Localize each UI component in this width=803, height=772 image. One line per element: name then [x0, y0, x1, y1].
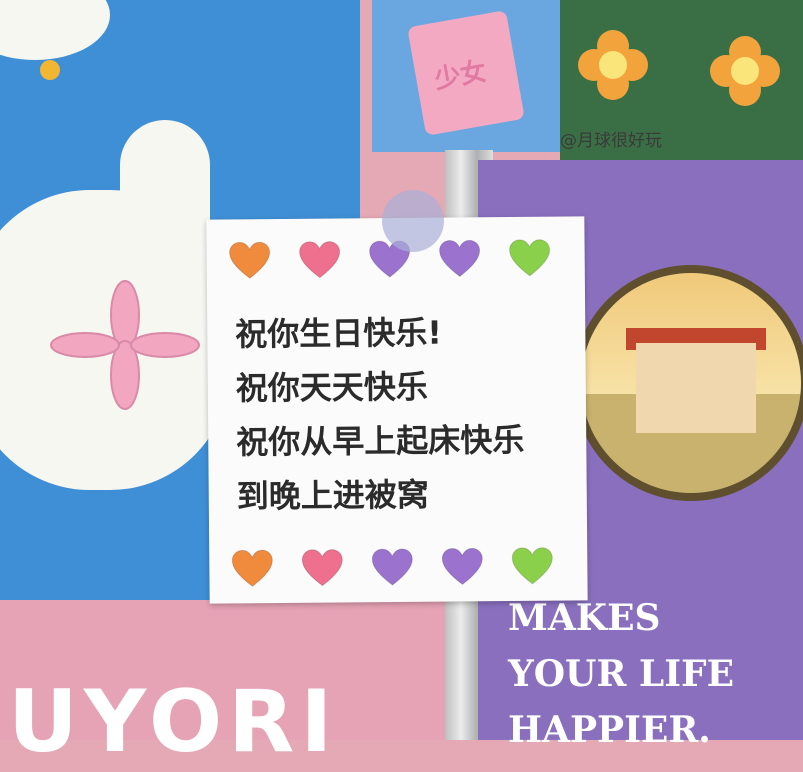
- bunny-head-shape: [0, 0, 110, 60]
- note-line-2: 祝你天天快乐: [235, 367, 428, 408]
- landscape-scene-image: [573, 265, 803, 501]
- heart-icon: [441, 547, 483, 587]
- poster-line-2: YOUR LIFE: [508, 653, 735, 695]
- flower-icon: [578, 30, 648, 100]
- pink-flower-icon: [50, 280, 200, 410]
- note-line-3: 祝你从早上起床快乐: [236, 420, 525, 462]
- flower-icon: [710, 36, 780, 106]
- note-text: 祝你生日快乐! 祝你天天快乐 祝你从早上起床快乐 到晚上进被窝: [235, 304, 577, 523]
- heart-icon: [299, 240, 341, 280]
- poster-line-1: MAKES: [508, 597, 661, 639]
- tape-dot: [382, 190, 444, 252]
- poster-line-3: HAPPIER.: [508, 709, 711, 751]
- heart-icon: [439, 239, 481, 279]
- top-heart-row: [206, 234, 584, 285]
- milk-carton-label: 少女: [432, 56, 489, 96]
- poster-partial-text: UYORI: [8, 672, 339, 772]
- sticky-note: 祝你生日快乐! 祝你天天快乐 祝你从早上起床快乐 到晚上进被窝: [206, 216, 588, 604]
- watermark-text: @月球很好玩: [560, 131, 662, 151]
- bunny-beak-shape: [40, 60, 60, 80]
- pink-bottom-poster: UYORI: [0, 600, 480, 772]
- note-line-1: 祝你生日快乐!: [235, 313, 443, 354]
- heart-icon: [229, 241, 271, 281]
- flower-card: [560, 0, 803, 160]
- heart-icon: [301, 548, 343, 588]
- heart-icon: [509, 239, 551, 279]
- heart-icon: [371, 548, 413, 588]
- poster-slogan: MAKES YOUR LIFE HAPPIER.: [508, 590, 734, 758]
- heart-icon: [231, 549, 273, 589]
- building-shape: [636, 343, 756, 433]
- bottom-heart-row: [209, 542, 587, 593]
- milk-carton-card: 少女: [372, 0, 564, 152]
- heart-icon: [511, 547, 553, 587]
- note-line-4: 到晚上进被窝: [236, 475, 429, 516]
- milk-carton-icon: 少女: [407, 10, 525, 136]
